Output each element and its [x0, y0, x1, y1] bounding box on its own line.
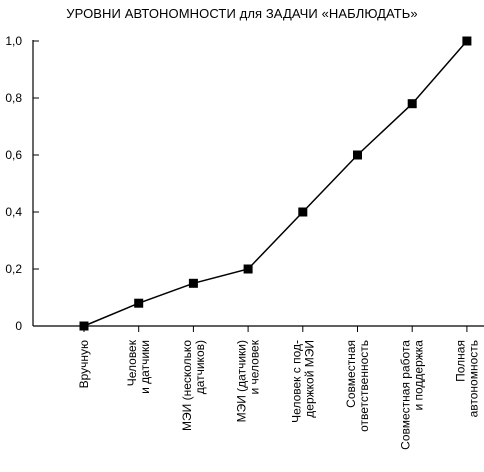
x-tick-label: МЭИ (датчики) [235, 340, 249, 422]
data-point [188, 278, 198, 288]
y-tick-label: 0,8 [5, 91, 22, 105]
x-tick-label: и поддержка [412, 340, 426, 411]
x-tick-label: Совместная [344, 340, 358, 408]
x-tick-label: держкой МЭИ [302, 340, 316, 418]
x-tick-label: и человек [248, 339, 262, 394]
x-tick-label: Вручную [77, 340, 91, 388]
series-line [83, 40, 468, 327]
data-point [79, 321, 89, 331]
x-tick-label: Полная [453, 340, 467, 382]
y-tick-label: 0,6 [5, 148, 22, 162]
data-point [243, 264, 253, 274]
x-tick-label: Человек с под- [289, 340, 303, 423]
x-tick-label: ответственность [357, 340, 371, 432]
chart-title: УРОВНИ АВТОНОМНОСТИ для ЗАДАЧИ «НАБЛЮДАТ… [66, 6, 418, 21]
data-point [134, 298, 144, 308]
x-tick-label: Человек [125, 339, 139, 386]
data-point [462, 36, 472, 46]
data-point [298, 207, 308, 217]
x-tick-label: Совместная работа [399, 340, 413, 450]
y-tick-label: 0,2 [5, 262, 22, 276]
x-tick-label: автономность [466, 340, 480, 417]
y-tick-label: 0 [15, 319, 22, 333]
data-point [407, 99, 417, 109]
y-tick-label: 1,0 [5, 34, 22, 48]
data-point [353, 150, 362, 160]
y-tick-label: 0,4 [5, 205, 22, 219]
x-tick-label: датчиков) [193, 340, 207, 394]
x-tick-label: МЭИ (несколько [180, 340, 194, 431]
x-tick-label: и датчики [138, 340, 152, 394]
